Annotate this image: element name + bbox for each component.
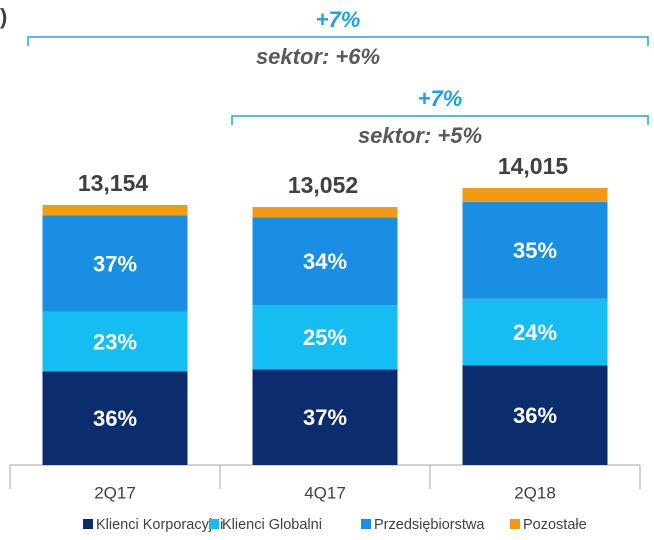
bracket — [231, 115, 649, 125]
segment-label: 35% — [513, 238, 557, 263]
segment-label: 37% — [303, 405, 347, 430]
x-tick-label: 4Q17 — [304, 483, 346, 502]
legend-label: Pozostałe — [523, 517, 587, 533]
change-label: +7% — [316, 7, 361, 32]
x-tick-label: 2Q17 — [94, 483, 136, 502]
total-label: 13,154 — [78, 170, 149, 196]
total-label: 13,052 — [288, 172, 358, 198]
legend-label: Klienci Globalni — [222, 517, 322, 533]
bracket — [27, 36, 649, 46]
bar-segment — [462, 201, 608, 299]
segment-label: 34% — [303, 249, 347, 274]
legend-swatch — [510, 519, 520, 529]
change-label: +7% — [418, 86, 463, 111]
bar-segment — [42, 205, 188, 216]
bar-segment — [252, 217, 398, 306]
segment-label: 36% — [513, 403, 557, 428]
legend-swatch — [209, 519, 219, 529]
title-fragment: ) — [0, 4, 7, 29]
segment-label: 36% — [93, 406, 137, 431]
legend-label: Klienci Korporacyjni — [96, 517, 223, 533]
bar-segment — [462, 365, 608, 465]
legend-swatch — [361, 519, 371, 529]
bar-segment — [42, 371, 188, 465]
segment-label: 37% — [93, 251, 137, 276]
sector-label: sektor: +6% — [256, 44, 380, 69]
sector-label: sektor: +5% — [358, 123, 482, 148]
bar-segment — [252, 305, 398, 370]
bar-segment — [462, 188, 608, 202]
legend-swatch — [83, 519, 93, 529]
bar-segment — [252, 369, 398, 465]
segment-label: 24% — [513, 320, 557, 345]
x-tick-label: 2Q18 — [514, 483, 556, 502]
segment-label: 25% — [303, 325, 347, 350]
bar-segment — [252, 207, 398, 218]
segment-label: 23% — [93, 329, 137, 354]
bar-segment — [42, 311, 188, 372]
bar-segment — [462, 298, 608, 366]
total-label: 14,015 — [498, 153, 569, 179]
bar-segment — [42, 215, 188, 312]
legend-label: Przedsiębiorstwa — [374, 517, 485, 533]
